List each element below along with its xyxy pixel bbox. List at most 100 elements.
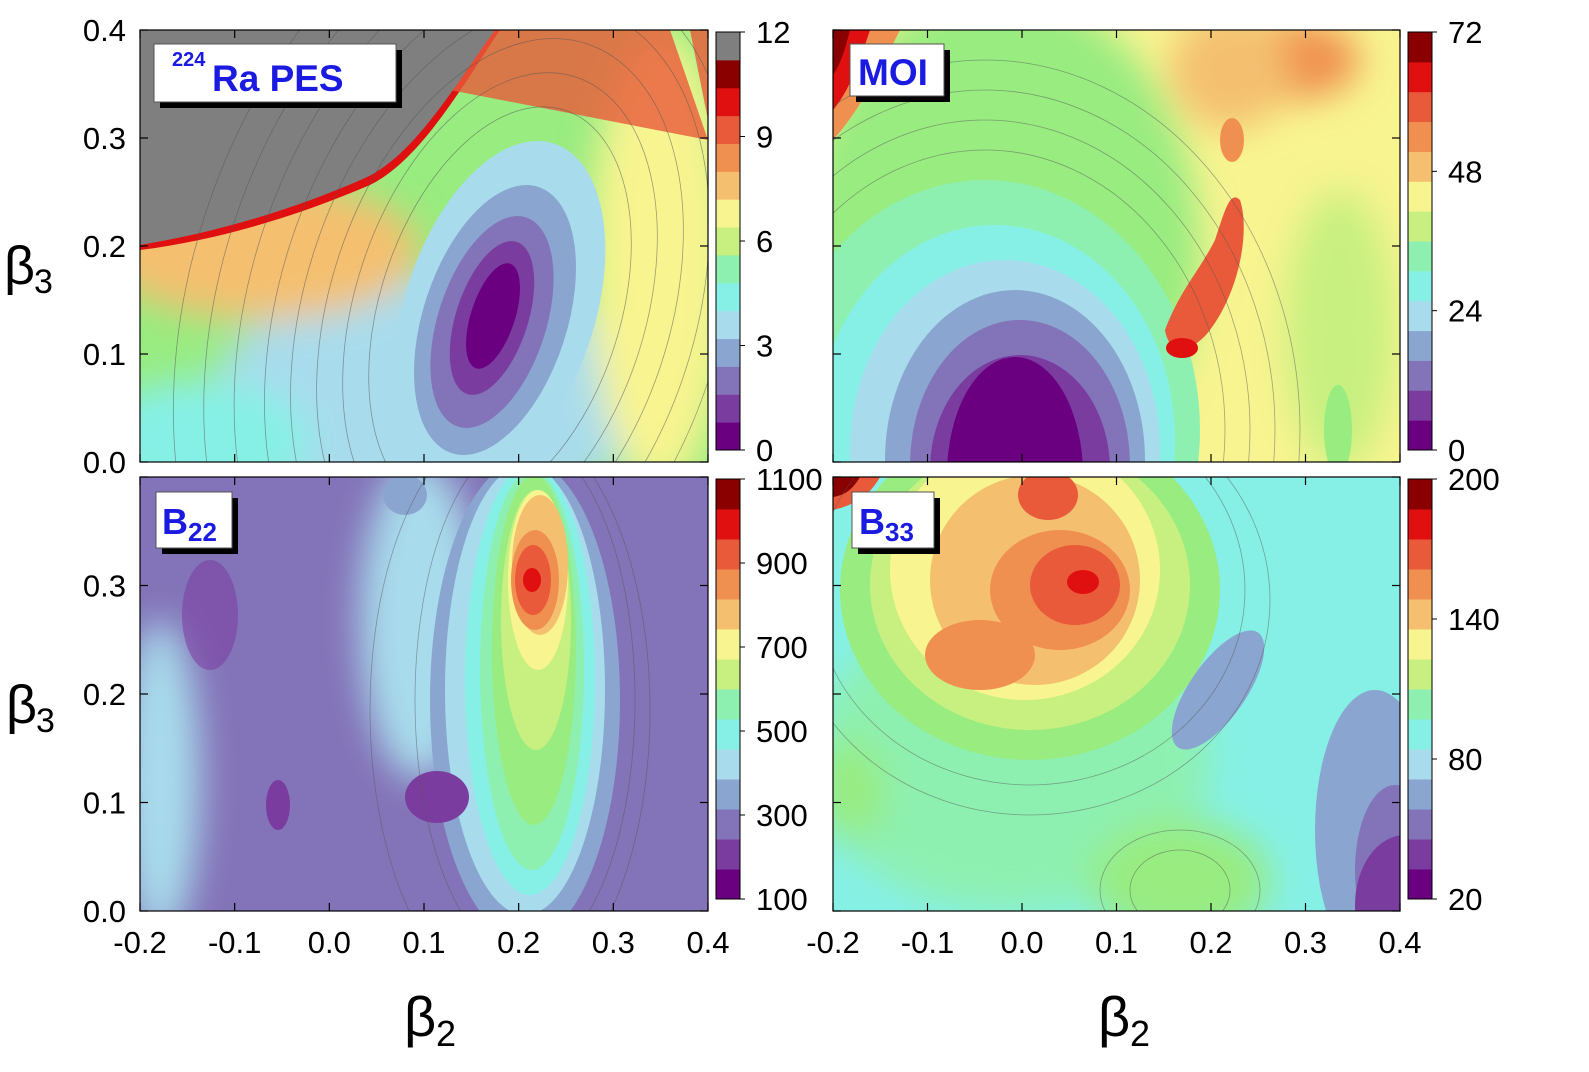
b22-spot	[266, 780, 290, 830]
pes-blob	[140, 380, 310, 462]
b33-label-sub: 33	[885, 517, 914, 547]
y-tick-label: 0.2	[83, 229, 126, 264]
b22-x-axis-label: β 2	[404, 985, 456, 1054]
colorbar-segment	[1408, 91, 1432, 123]
b33-tick-marks	[832, 476, 1401, 912]
b33-minimum	[1355, 835, 1400, 911]
colorbar-segment	[1408, 809, 1432, 840]
b22-spot	[182, 560, 238, 670]
pes-label-box: 224 Ra PES	[153, 43, 402, 108]
colorbar-segment	[1408, 32, 1432, 63]
colorbar-tick-label: 300	[756, 798, 808, 833]
b33-label-box: B 33	[851, 491, 940, 554]
colorbar-segment	[716, 569, 740, 600]
colorbar-segment	[716, 509, 740, 540]
colorbar-segment	[716, 199, 740, 228]
b22-blob	[140, 620, 200, 911]
colorbar-segment	[716, 366, 740, 395]
colorbar-segment	[716, 87, 740, 117]
colorbar-segment	[1408, 121, 1432, 152]
colorbar-segment	[716, 869, 740, 900]
b22-tick-marks	[139, 476, 709, 912]
b22-label-box: B 22	[155, 491, 238, 554]
x-tick-label: -0.2	[113, 925, 166, 960]
pes-contour-lines	[172, 30, 708, 462]
moi-spot	[1166, 338, 1198, 358]
colorbar-segment	[716, 839, 740, 870]
x-tick-label: 0.2	[497, 925, 540, 960]
colorbar-segment	[1408, 749, 1432, 780]
x-tick-label: 0.0	[1000, 925, 1043, 960]
b22-spot	[383, 477, 427, 515]
moi-ridge	[1165, 197, 1244, 349]
b33-colorbar	[1407, 478, 1433, 900]
b33-colorbar-ticks: 20 80 140 200	[1432, 462, 1500, 917]
colorbar-segment	[1408, 241, 1432, 272]
colorbar-frame	[1407, 31, 1433, 451]
colorbar-segment	[716, 338, 740, 367]
b22-y-axis-label: β 3	[6, 675, 55, 740]
colorbar-tick-label: 72	[1448, 15, 1482, 50]
colorbar-tick-label: 48	[1448, 154, 1482, 189]
moi-blob	[1285, 190, 1395, 462]
b33-label: B	[859, 501, 885, 542]
x-tick-label: -0.2	[806, 925, 859, 960]
svg-text:β: β	[1098, 985, 1130, 1048]
svg-text:3: 3	[36, 702, 55, 740]
colorbar-segment	[716, 59, 740, 89]
svg-text:2: 2	[436, 1013, 456, 1054]
colorbar-segment	[716, 659, 740, 690]
colorbar-frame	[1407, 478, 1433, 900]
b22-local-minimum	[405, 771, 469, 823]
pes-colorbar-ticks: 0 3 6 9 12	[740, 15, 790, 468]
pes-heatmap	[140, 30, 708, 462]
moi-minimum	[947, 357, 1083, 462]
y-tick-label: 0.1	[83, 786, 126, 821]
colorbar-segment	[716, 689, 740, 720]
b33-maximum	[1067, 570, 1099, 594]
moi-label: MOI	[858, 52, 928, 93]
colorbar-tick-label: 12	[756, 15, 790, 50]
b22-colorbar-ticks: 100 300 500 700 900 1100	[740, 462, 823, 917]
b33-spot	[1171, 630, 1265, 750]
colorbar-segment	[716, 310, 740, 340]
svg-text:β: β	[6, 675, 37, 735]
colorbar-segment	[1408, 569, 1432, 600]
colorbar-segment	[716, 254, 740, 284]
colorbar-segment	[1408, 839, 1432, 870]
colorbar-segment	[1408, 181, 1432, 212]
y-tick-label: 0.1	[83, 337, 126, 372]
colorbar-segment	[1408, 599, 1432, 630]
colorbar-segment	[1408, 270, 1432, 302]
colorbar-tick-label: 9	[756, 120, 773, 155]
colorbar-segment	[716, 719, 740, 750]
colorbar-tick-label: 3	[756, 329, 773, 364]
colorbar-segment	[1408, 420, 1432, 451]
b33-contour	[1018, 477, 1078, 520]
colorbar-tick-label: 500	[756, 714, 808, 749]
colorbar-segment	[716, 479, 740, 510]
colorbar-tick-label: 80	[1448, 742, 1482, 777]
colorbar-segment	[716, 171, 740, 200]
moi-spot	[1220, 118, 1244, 162]
b33-heatmap	[833, 477, 1400, 911]
pes-y-axis-label: β 3	[4, 236, 53, 301]
colorbar-tick-label: 20	[1448, 882, 1482, 917]
colorbar-segment	[1408, 211, 1432, 242]
x-tick-label: 0.3	[592, 925, 635, 960]
colorbar-tick-label: 200	[1448, 462, 1500, 497]
colorbar-segment	[1408, 151, 1432, 182]
moi-panel: MOI 0 24 48 72	[832, 15, 1482, 468]
b33-blob	[1090, 820, 1270, 911]
colorbar-segment	[716, 629, 740, 660]
svg-text:β: β	[404, 985, 436, 1048]
colorbar-tick-label: 100	[756, 882, 808, 917]
colorbar-segment	[716, 227, 740, 256]
moi-colorbar	[1407, 31, 1433, 451]
moi-max	[833, 30, 850, 75]
x-tick-label: 0.1	[1095, 925, 1138, 960]
svg-text:2: 2	[1130, 1013, 1150, 1054]
moi-label-box: MOI	[849, 43, 950, 102]
colorbar-segment	[1408, 689, 1432, 720]
x-tick-label: 0.3	[1284, 925, 1327, 960]
